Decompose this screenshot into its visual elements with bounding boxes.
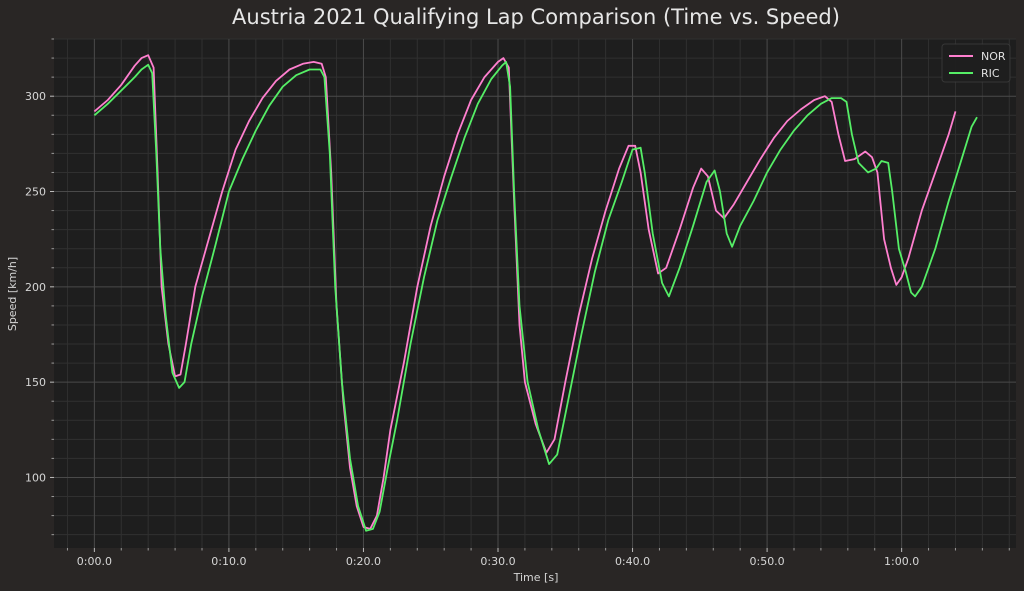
x-axis-label: Time [s]: [513, 571, 559, 584]
plot-area: [54, 39, 1016, 548]
legend-label-nor: NOR: [981, 50, 1006, 63]
y-tick-label: 200: [25, 281, 46, 294]
y-tick-label: 150: [25, 376, 46, 389]
x-tick-label: 0:30.0: [480, 555, 515, 568]
y-axis: 100 150 200 250 300: [25, 90, 54, 484]
y-tick-label: 300: [25, 90, 46, 103]
minor-ticks: [51, 38, 1010, 551]
y-tick-label: 100: [25, 471, 46, 484]
x-tick-label: 0:40.0: [615, 555, 650, 568]
chart-title: Austria 2021 Qualifying Lap Comparison (…: [232, 5, 840, 29]
series-lines: [93, 54, 978, 532]
x-tick-label: 0:10.0: [211, 555, 246, 568]
series-line-ric: [93, 61, 978, 532]
legend: NOR RIC: [941, 43, 1011, 83]
y-axis-label: Speed [km/h]: [6, 257, 19, 331]
major-gridlines: [54, 39, 1016, 548]
x-tick-label: 0:20.0: [346, 555, 381, 568]
y-tick-label: 250: [25, 186, 46, 199]
x-tick-label: 0:50.0: [749, 555, 784, 568]
x-tick-label: 1:00.0: [884, 555, 919, 568]
x-axis: 0:00.0 0:10.0 0:20.0 0:30.0 0:40.0 0:50.0 1:00…: [77, 548, 919, 568]
x-tick-label: 0:00.0: [77, 555, 112, 568]
legend-label-ric: RIC: [981, 67, 1000, 80]
minor-gridlines: [54, 38, 1016, 548]
